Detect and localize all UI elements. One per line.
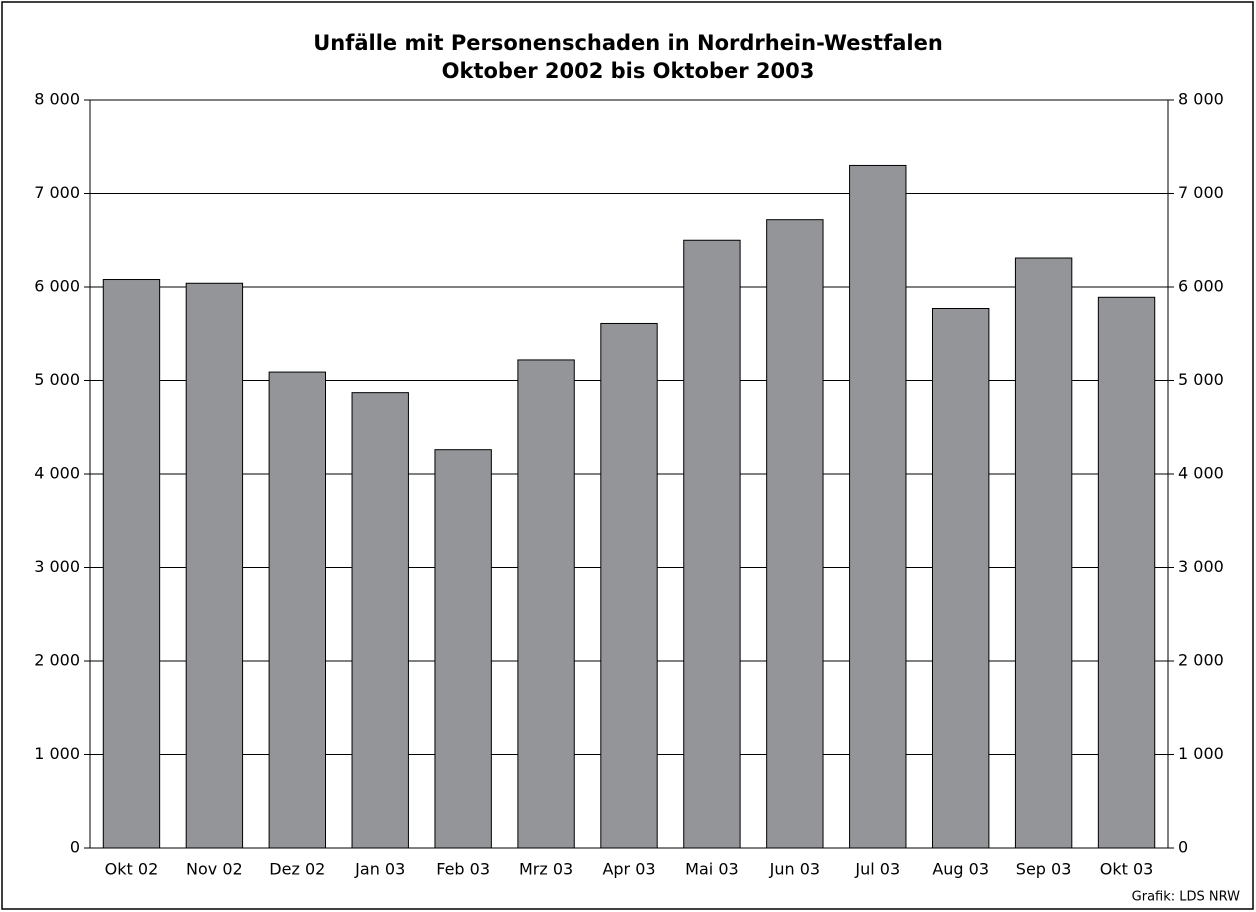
bar xyxy=(683,239,741,849)
bar xyxy=(185,282,244,849)
bar xyxy=(849,164,907,849)
bar xyxy=(268,371,327,849)
x-tick-label: Aug 03 xyxy=(932,860,989,879)
y-tick-label: 7 000 xyxy=(34,183,80,202)
bar xyxy=(1097,296,1156,849)
y-tick-label: 1 000 xyxy=(34,744,80,763)
y2-tick-label: 4 000 xyxy=(1178,464,1224,483)
x-tick-label: Mai 03 xyxy=(685,860,739,879)
y2-tick-label: 1 000 xyxy=(1178,744,1224,763)
y-tick-label: 8 000 xyxy=(34,90,80,109)
x-tick-label: Jul 03 xyxy=(854,860,900,879)
y-tick-label: 0 xyxy=(70,838,80,857)
x-tick-label: Feb 03 xyxy=(436,860,490,879)
chart-title: Unfälle mit Personenschaden in Nordrhein… xyxy=(313,31,943,55)
source: Grafik: LDS NRW xyxy=(1132,890,1240,905)
bar xyxy=(766,219,824,849)
x-tick-label: Jan 03 xyxy=(354,860,405,879)
y2-tick-label: 7 000 xyxy=(1178,183,1224,202)
x-tick-label: Apr 03 xyxy=(602,860,655,879)
y-tick-label: 3 000 xyxy=(34,557,80,576)
y2-tick-label: 8 000 xyxy=(1178,90,1224,109)
x-tick-label: Dez 02 xyxy=(269,860,325,879)
bar xyxy=(351,392,409,849)
y-tick-label: 4 000 xyxy=(34,464,80,483)
x-tick-label: Okt 03 xyxy=(1100,860,1154,879)
x-tick-label: Mrz 03 xyxy=(519,860,573,879)
y-tick-label: 6 000 xyxy=(34,277,80,296)
bar xyxy=(517,359,575,849)
bar xyxy=(931,308,990,849)
y2-tick-label: 2 000 xyxy=(1178,651,1224,670)
y2-tick-label: 0 xyxy=(1178,838,1188,857)
x-tick-label: Jun 03 xyxy=(769,860,820,879)
y2-tick-label: 5 000 xyxy=(1178,370,1224,389)
bar xyxy=(600,322,658,849)
bar xyxy=(102,279,161,849)
x-tick-label: Nov 02 xyxy=(186,860,243,879)
x-tick-label: Okt 02 xyxy=(105,860,159,879)
y2-tick-label: 3 000 xyxy=(1178,557,1224,576)
bar xyxy=(1014,257,1073,849)
y-tick-label: 2 000 xyxy=(34,651,80,670)
chart-subtitle: Oktober 2002 bis Oktober 2003 xyxy=(442,59,815,83)
bar xyxy=(434,449,492,849)
x-tick-label: Sep 03 xyxy=(1016,860,1072,879)
y-tick-label: 5 000 xyxy=(34,370,80,389)
y2-tick-label: 6 000 xyxy=(1178,277,1224,296)
